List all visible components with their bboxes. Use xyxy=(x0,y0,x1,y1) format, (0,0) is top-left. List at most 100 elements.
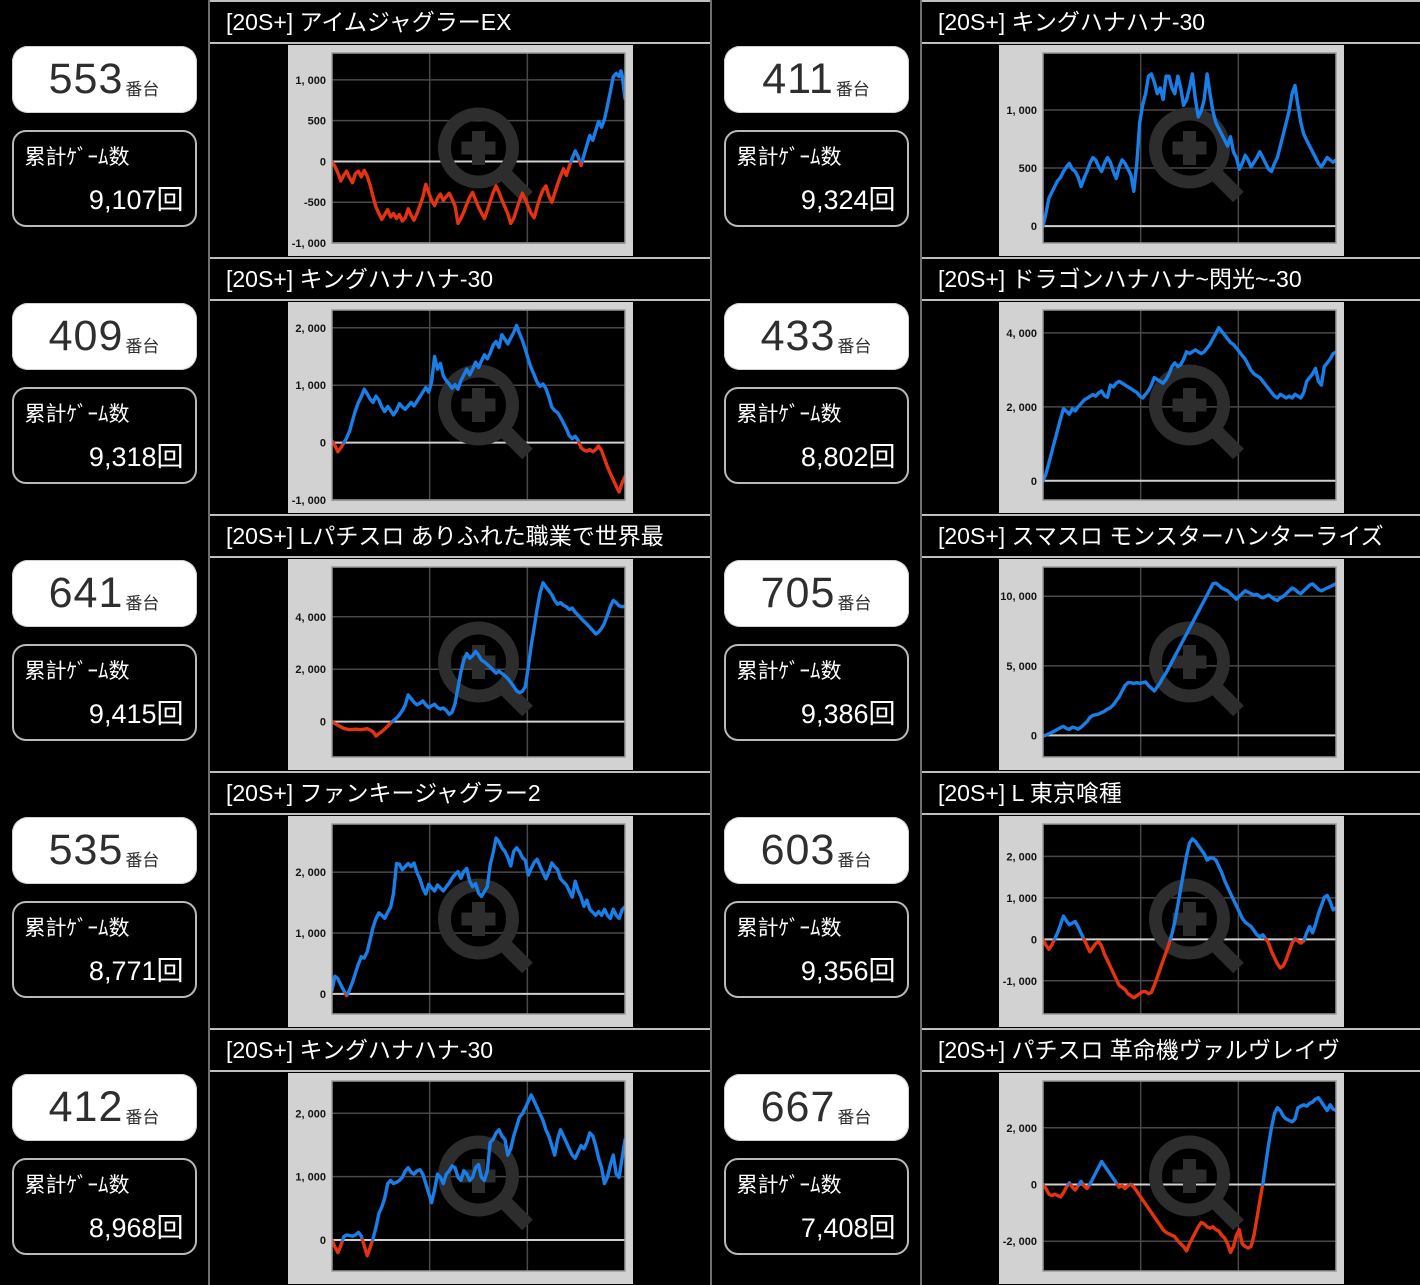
series-positive-segment xyxy=(1087,1159,1119,1187)
series-negative-segment xyxy=(1080,1182,1091,1191)
machine-info: 411 番台 累計ｹﾞｰﾑ数 9,324回 xyxy=(712,0,922,257)
y-axis-tick-label: 1, 000 xyxy=(295,1172,326,1184)
chart-cell: 1, 000 500 0 xyxy=(922,44,1420,257)
y-axis-tick-label: 2, 000 xyxy=(1006,1123,1037,1135)
machine-row: 705 番台 累計ｹﾞｰﾑ数 9,386回 [20S+] スマスロ モンスターハ… xyxy=(712,514,1420,771)
machine-number-button[interactable]: 641 番台 xyxy=(11,560,197,627)
y-axis-tick-label: 10, 000 xyxy=(1000,591,1037,603)
machine-number-button[interactable]: 667 番台 xyxy=(723,1074,909,1141)
chart-column: [20S+] Lパチスロ ありふれた職業で世界最 4, 000 2, 000 0 xyxy=(210,514,710,771)
machine-number-suffix: 番台 xyxy=(125,1108,160,1127)
series-negative-segment xyxy=(1042,1182,1070,1199)
chart-cell: 2, 000 1, 000 0 xyxy=(210,815,710,1028)
series-positive-segment xyxy=(390,581,625,724)
machine-number: 411 xyxy=(762,55,834,103)
machine-info: 603 番台 累計ｹﾞｰﾑ数 9,356回 xyxy=(712,771,922,1028)
chart-cell: 2, 000 0 -2, 000 xyxy=(922,1072,1420,1285)
chart-column: [20S+] アイムジャグラーEX 1, 000 500 0 -500 -1, 000 xyxy=(210,0,710,257)
y-axis-tick-label: 1, 000 xyxy=(1006,105,1037,117)
y-axis-tick-label: -500 xyxy=(303,197,325,209)
machine-table-left: 553 番台 累計ｹﾞｰﾑ数 9,107回 [20S+] アイムジャグラーEX … xyxy=(0,0,710,1285)
total-games-label: 累計ｹﾞｰﾑ数 xyxy=(736,660,842,683)
chart-cell: 1, 000 500 0 -500 -1, 000 xyxy=(210,44,710,257)
y-axis-tick-label: 2, 000 xyxy=(295,867,326,879)
machine-number-button[interactable]: 705 番台 xyxy=(723,560,909,627)
series-positive-segment xyxy=(580,69,625,164)
slump-graph[interactable]: 10, 000 5, 000 0 xyxy=(998,559,1344,770)
total-games-label: 累計ｹﾞｰﾑ数 xyxy=(736,403,842,426)
y-axis-tick-label: 0 xyxy=(1030,221,1036,233)
machine-number: 553 xyxy=(48,55,124,103)
machine-number-suffix: 番台 xyxy=(837,851,872,870)
total-games-label: 累計ｹﾞｰﾑ数 xyxy=(24,660,130,683)
series-negative-segment xyxy=(360,1238,374,1258)
machine-number: 705 xyxy=(760,569,836,617)
slump-graph[interactable]: 2, 000 1, 000 0 xyxy=(287,816,633,1027)
y-axis-tick-label: 1, 000 xyxy=(295,928,326,940)
total-games-box: 累計ｹﾞｰﾑ数 9,107回 xyxy=(11,130,197,227)
machine-model-title: [20S+] キングハナハナ-30 xyxy=(210,257,710,301)
y-axis-tick-label: 2, 000 xyxy=(295,323,326,335)
chart-column: [20S+] ファンキージャグラー2 2, 000 1, 000 0 xyxy=(210,771,710,1028)
machine-number-button[interactable]: 433 番台 xyxy=(723,303,909,370)
machine-info: 641 番台 累計ｹﾞｰﾑ数 9,415回 xyxy=(0,514,210,771)
y-axis-tick-label: 2, 000 xyxy=(295,1108,326,1120)
machine-info: 409 番台 累計ｹﾞｰﾑ数 9,318回 xyxy=(0,257,210,514)
y-axis-tick-label: 2, 000 xyxy=(1006,851,1037,863)
machine-number-button[interactable]: 412 番台 xyxy=(11,1074,197,1141)
magnifier-plus-icon xyxy=(437,364,533,460)
machine-number-suffix: 番台 xyxy=(125,337,160,356)
series-positive-segment xyxy=(345,836,625,996)
magnifier-plus-icon xyxy=(1148,1135,1244,1231)
magnifier-plus-icon xyxy=(437,878,533,974)
machine-number-button[interactable]: 409 番台 xyxy=(11,303,197,370)
machine-number-button[interactable]: 603 番台 xyxy=(723,817,909,884)
series-negative-segment xyxy=(576,440,625,494)
chart-cell: 2, 000 1, 000 0 -1, 000 xyxy=(210,301,710,514)
machine-number-suffix: 番台 xyxy=(835,80,870,99)
slump-graph[interactable]: 4, 000 2, 000 0 xyxy=(287,559,633,770)
machine-row: 433 番台 累計ｹﾞｰﾑ数 8,802回 [20S+] ドラゴンハナハナ~閃光… xyxy=(712,257,1420,514)
total-games-box: 累計ｹﾞｰﾑ数 8,771回 xyxy=(11,901,197,998)
slump-graph[interactable]: 4, 000 2, 000 0 xyxy=(998,302,1344,513)
slump-graph[interactable]: 1, 000 500 0 xyxy=(998,45,1344,256)
y-axis-tick-label: 4, 000 xyxy=(1006,328,1037,340)
y-axis-tick-label: 500 xyxy=(1018,163,1036,175)
machine-row: 411 番台 累計ｹﾞｰﾑ数 9,324回 [20S+] キングハナハナ-30 … xyxy=(712,0,1420,257)
total-games-label: 累計ｹﾞｰﾑ数 xyxy=(24,403,130,426)
series-negative-segment xyxy=(331,719,394,738)
chart-cell: 10, 000 5, 000 0 xyxy=(922,558,1420,771)
machine-info: 412 番台 累計ｹﾞｰﾑ数 8,968回 xyxy=(0,1028,210,1285)
machine-number: 412 xyxy=(48,1083,124,1131)
series-positive-segment xyxy=(331,974,347,996)
machine-number: 433 xyxy=(760,312,836,360)
machine-number-button[interactable]: 535 番台 xyxy=(11,817,197,884)
machine-number-button[interactable]: 411 番台 xyxy=(723,46,909,113)
chart-column: [20S+] L 東京喰種 2, 000 1, 000 0 -1, 000 xyxy=(922,771,1420,1028)
machine-info: 433 番台 累計ｹﾞｰﾑ数 8,802回 xyxy=(712,257,922,514)
machine-model-title: [20S+] パチスロ 革命機ヴァルヴレイヴ xyxy=(922,1028,1420,1072)
machine-number-suffix: 番台 xyxy=(125,80,160,99)
total-games-label: 累計ｹﾞｰﾑ数 xyxy=(736,917,842,940)
chart-column: [20S+] キングハナハナ-30 1, 000 500 0 xyxy=(922,0,1420,257)
slump-graph[interactable]: 1, 000 500 0 -500 -1, 000 xyxy=(287,45,633,256)
y-axis-tick-label: -1, 000 xyxy=(291,238,325,250)
y-axis-tick-label: 0 xyxy=(319,1235,325,1247)
series-positive-segment xyxy=(1052,914,1086,942)
machine-number-button[interactable]: 553 番台 xyxy=(11,46,197,113)
y-axis-tick-label: 0 xyxy=(1030,476,1036,488)
total-games-label: 累計ｹﾞｰﾑ数 xyxy=(24,146,130,169)
total-games-value: 9,324回 xyxy=(800,185,896,215)
series-positive-segment xyxy=(341,323,581,445)
slump-graph[interactable]: 2, 000 1, 000 0 -1, 000 xyxy=(998,816,1344,1027)
y-axis-tick-label: 5, 000 xyxy=(1006,661,1037,673)
slump-graph[interactable]: 2, 000 1, 000 0 -1, 000 xyxy=(287,302,633,513)
y-axis-tick-label: 1, 000 xyxy=(1006,893,1037,905)
slump-graph[interactable]: 2, 000 1, 000 0 xyxy=(287,1073,633,1284)
series-negative-segment xyxy=(1128,1182,1264,1255)
total-games-box: 累計ｹﾞｰﾑ数 9,415回 xyxy=(11,644,197,741)
series-positive-segment xyxy=(370,1093,625,1242)
total-games-value: 8,968回 xyxy=(88,1213,184,1243)
slump-graph[interactable]: 2, 000 0 -2, 000 xyxy=(998,1073,1344,1284)
